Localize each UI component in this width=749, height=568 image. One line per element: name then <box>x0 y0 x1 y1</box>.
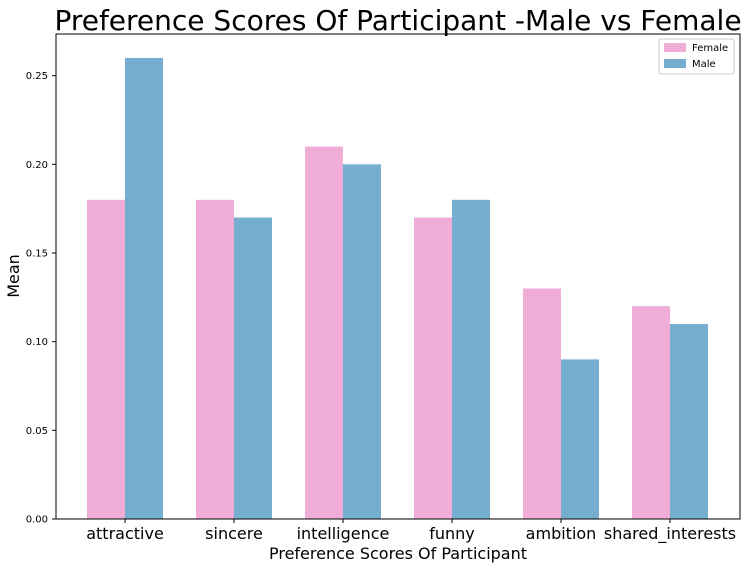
x-tick-label-ambition: ambition <box>526 524 597 543</box>
bar-female-shared_interests <box>632 306 670 519</box>
bar-female-ambition <box>523 288 561 519</box>
bar-male-sincere <box>234 217 272 519</box>
bar-male-intelligence <box>343 164 381 520</box>
bar-male-funny <box>452 199 490 519</box>
legend-label-male: Male <box>692 59 716 70</box>
legend-label-female: Female <box>692 43 728 54</box>
plot-frame <box>55 33 741 520</box>
x-tick-label-funny: funny <box>429 524 475 543</box>
y-tick-label: 0.25 <box>26 71 48 82</box>
chart-title: Preference Scores Of Participant -Male v… <box>54 4 741 37</box>
y-tick-label: 0.15 <box>26 249 48 260</box>
legend-swatch-male <box>664 59 686 68</box>
y-tick-label: 0.20 <box>26 160 48 171</box>
x-tick-label-attractive: attractive <box>86 524 164 543</box>
y-tick-label: 0.05 <box>26 426 48 437</box>
bar-male-shared_interests <box>670 323 708 519</box>
y-tick-label: 0.10 <box>26 337 48 348</box>
legend: Female Male <box>658 38 735 75</box>
x-axis-ticks: attractive sincere intelligence funny ambiti… <box>86 519 736 544</box>
x-axis-label: Preference Scores Of Participant <box>269 544 527 563</box>
y-axis-ticks: 0.00 0.05 0.10 0.15 0.20 0.25 <box>26 71 56 526</box>
bar-male-ambition <box>561 359 599 519</box>
legend-swatch-female <box>664 43 686 52</box>
y-tick-label: 0.00 <box>26 515 48 526</box>
bar-male-attractive <box>125 57 163 520</box>
x-tick-label-intelligence: intelligence <box>297 524 390 543</box>
bar-female-attractive <box>87 199 125 519</box>
bars-group <box>87 57 708 520</box>
bar-female-sincere <box>196 199 234 519</box>
x-tick-label-shared_interests: shared_interests <box>604 524 736 544</box>
x-tick-label-sincere: sincere <box>205 524 263 543</box>
y-axis-label: Mean <box>4 254 23 298</box>
bar-female-intelligence <box>305 146 343 520</box>
bar-female-funny <box>414 217 452 519</box>
